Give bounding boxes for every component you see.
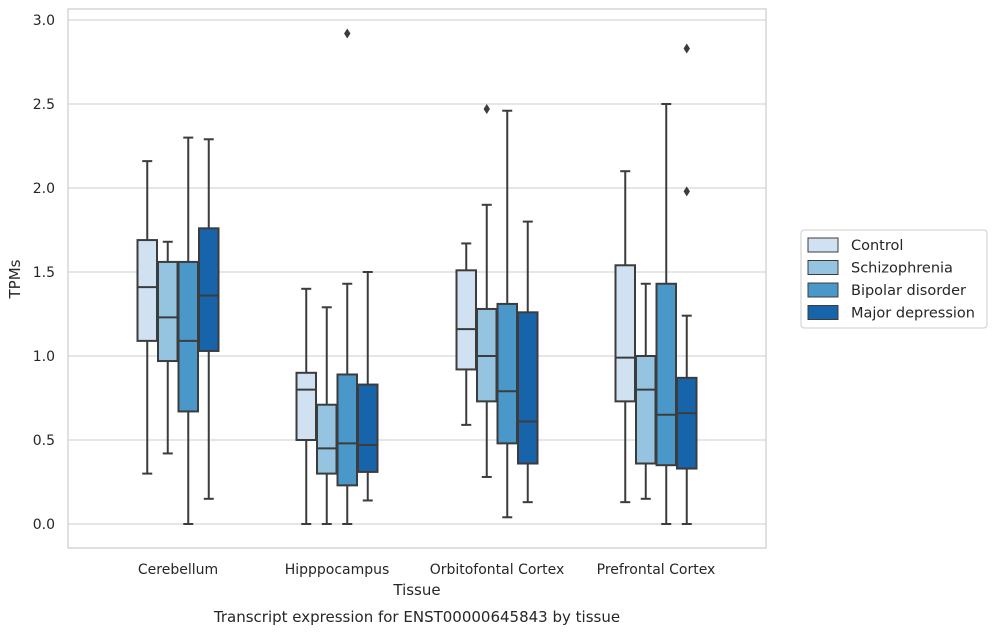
y-tick-label: 3.0 [33, 13, 55, 29]
box-iqr [177, 260, 199, 413]
box-bipolar-disorder [177, 136, 199, 525]
outlier-point [683, 43, 690, 54]
plot-area [136, 28, 698, 525]
y-tick-label: 1.5 [33, 265, 55, 281]
box-bipolar-disorder [336, 28, 358, 525]
box-iqr [157, 260, 179, 363]
box-iqr [635, 355, 657, 465]
box-iqr [517, 311, 539, 465]
y-tick-label: 0.0 [33, 517, 55, 533]
box-schizophrenia [635, 282, 657, 500]
legend: Control Schizophrenia Bipolar disorder Majo… [800, 229, 988, 329]
plot-frame [67, 8, 767, 549]
box-iqr [676, 376, 698, 470]
chart-title: Transcript expression for ENST0000064584… [213, 608, 620, 626]
outlier-point [683, 186, 690, 197]
box-control [614, 170, 636, 504]
y-axis-ticks: 0.0 0.5 1.0 1.5 2.0 2.5 3.0 [33, 13, 55, 533]
box-control [455, 242, 477, 426]
x-axis-ticks: Cerebellum Hipppocampus Orbitofontal Corte… [138, 562, 715, 578]
box-iqr [136, 239, 158, 342]
legend-swatch [807, 237, 839, 253]
box-schizophrenia [476, 104, 498, 478]
box-iqr [496, 302, 518, 445]
y-tick-label: 0.5 [33, 433, 55, 449]
box-major-depression [676, 43, 698, 525]
y-axis-label: TPMs [6, 259, 24, 299]
box-control [136, 160, 158, 475]
legend-label: Major depression [851, 306, 975, 322]
box-iqr [336, 373, 358, 487]
box-bipolar-disorder [496, 109, 518, 519]
box-major-depression [357, 271, 379, 502]
legend-swatch [807, 282, 839, 298]
x-tick-label: Cerebellum [138, 562, 218, 578]
box-iqr [357, 383, 379, 473]
box-schizophrenia [157, 240, 179, 455]
box-major-depression [517, 220, 539, 504]
x-tick-label: Prefrontal Cortex [597, 562, 716, 578]
legend-frame [800, 229, 988, 329]
outlier-point [344, 28, 351, 39]
box-bipolar-disorder [655, 103, 677, 525]
box-iqr [455, 269, 477, 371]
legend-swatch [807, 305, 839, 320]
box-schizophrenia [316, 306, 338, 525]
x-tick-label: Orbitofontal Cortex [430, 562, 565, 578]
y-tick-label: 2.5 [33, 97, 55, 113]
x-axis-label: Tissue [392, 581, 440, 599]
outlier-point [483, 104, 490, 115]
box-iqr [295, 371, 317, 441]
box-iqr [316, 403, 338, 475]
x-tick-label: Hipppocampus [285, 562, 390, 578]
box-control [295, 287, 317, 525]
legend-label: Schizophrenia [851, 261, 953, 277]
box-iqr [614, 264, 636, 403]
y-tick-label: 2.0 [33, 181, 55, 197]
box-iqr [198, 227, 220, 352]
legend-label: Bipolar disorder [851, 283, 966, 299]
legend-swatch [807, 260, 839, 275]
legend-label: Control [851, 238, 903, 254]
y-tick-label: 1.0 [33, 349, 55, 365]
box-major-depression [198, 138, 220, 500]
box-iqr [655, 282, 677, 467]
